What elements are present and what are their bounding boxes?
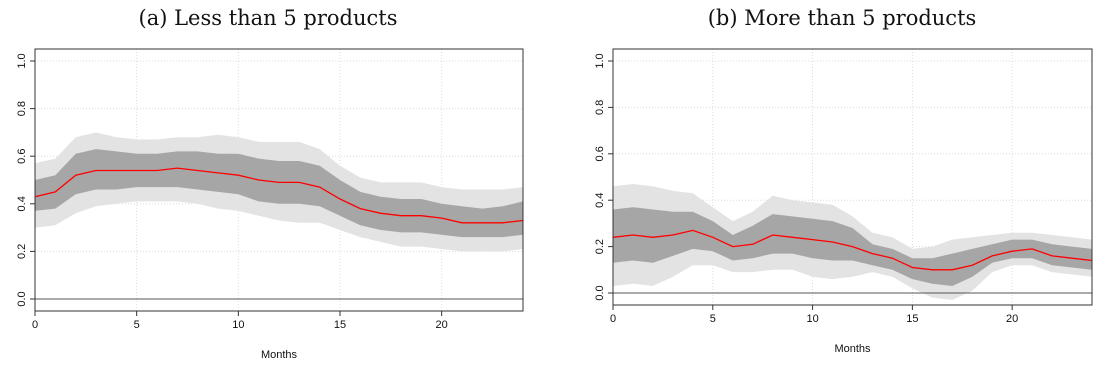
panel-a-frame [34, 48, 524, 312]
panel-a-xtick-label-15: 15 [334, 319, 346, 331]
panel-a-ytick-label-1.0: 1.0 [16, 53, 28, 68]
panel-a-xtick-label-5: 5 [134, 319, 140, 331]
panel-a-ytick-label-0.0: 0.0 [16, 291, 28, 306]
panel-a-xtick-label-10: 10 [232, 319, 244, 331]
panel-b-xtick-label-5: 5 [710, 313, 716, 325]
panel-b-ytick-label-0.4: 0.4 [594, 193, 606, 208]
panel-a-xtick-label-0: 0 [32, 319, 38, 331]
panel-b-median-line [612, 229, 1093, 271]
panel-b-ytick-label-1.0: 1.0 [594, 53, 606, 68]
panel-b-ytick-label-0.6: 0.6 [594, 146, 606, 161]
panel-a-xaxis-title: Months [261, 349, 298, 361]
panel-b-xtick-label-20: 20 [1006, 313, 1018, 325]
panel-b-title: (b) More than 5 products [707, 6, 977, 30]
panel-a-ytick-label-0.6: 0.6 [16, 149, 28, 164]
panel-b-xtick-label-15: 15 [906, 313, 918, 325]
panel-a-ytick-label-0.4: 0.4 [16, 196, 28, 211]
panel-a-ytick-label-0.2: 0.2 [16, 244, 28, 259]
panel-a-title: (a) Less than 5 products [138, 6, 398, 30]
panel-b-ytick-label-0.2: 0.2 [594, 239, 606, 254]
panel-b-xtick-label-10: 10 [806, 313, 818, 325]
panel-a-xtick-label-20: 20 [436, 319, 448, 331]
panel-b-ytick-label-0.8: 0.8 [594, 100, 606, 115]
panel-a-median-line [34, 167, 524, 224]
panel-b-ytick-label-0.0: 0.0 [594, 285, 606, 300]
panel-b-xaxis-title: Months [834, 343, 871, 355]
panel-b-xtick-label-0: 0 [610, 313, 616, 325]
panel-b-frame [612, 48, 1093, 306]
panel-a-ytick-label-0.8: 0.8 [16, 101, 28, 116]
